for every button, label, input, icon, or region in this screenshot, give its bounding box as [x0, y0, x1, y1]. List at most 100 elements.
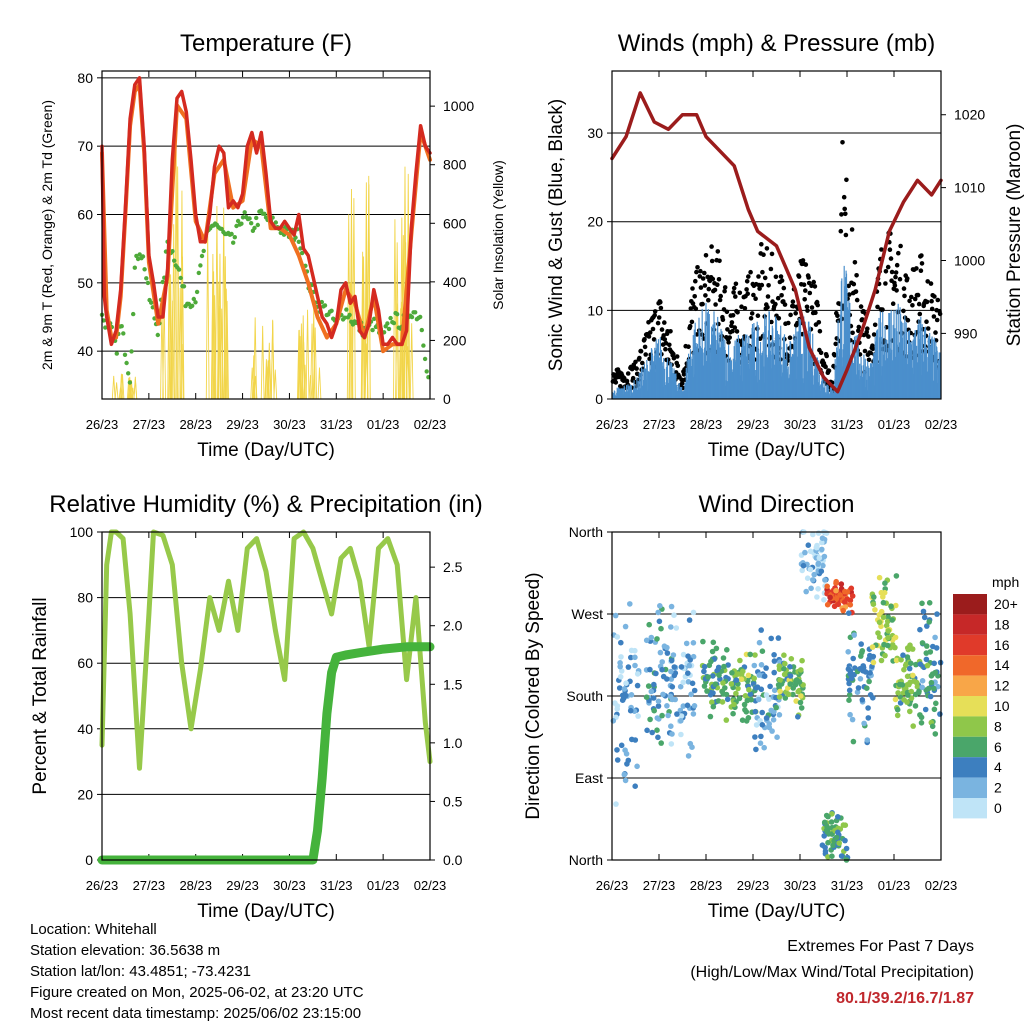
direction-point	[875, 630, 881, 636]
direction-point	[618, 654, 624, 660]
panel-title: Wind Direction	[698, 491, 854, 518]
gust-point	[647, 356, 652, 362]
gust-point	[883, 269, 889, 274]
gust-point	[652, 313, 657, 318]
direction-point	[690, 640, 697, 646]
direction-point	[846, 697, 852, 703]
direction-point	[838, 581, 845, 587]
gust-point	[720, 317, 726, 323]
gust-point	[928, 281, 934, 286]
x-axis-label: Time (Day/UTC)	[708, 440, 846, 461]
gust-point	[668, 329, 673, 334]
direction-point	[712, 681, 719, 687]
direction-point	[747, 651, 753, 658]
solar-spike	[298, 336, 302, 400]
panel-title: Winds (mph) & Pressure (mb)	[618, 30, 935, 57]
panel-title: Temperature (F)	[180, 30, 352, 57]
gust-point	[809, 283, 814, 289]
gust-point	[744, 287, 749, 292]
dewpoint-point	[129, 349, 134, 354]
direction-point	[618, 668, 625, 674]
direction-point	[785, 691, 792, 698]
direction-point	[931, 685, 937, 692]
gust-point	[765, 294, 771, 299]
direction-point	[922, 706, 929, 713]
gust-point	[862, 348, 868, 354]
direction-point	[672, 696, 678, 703]
dewpoint-point	[149, 300, 154, 305]
direction-point	[776, 694, 783, 700]
direction-point	[719, 699, 726, 705]
gust-point	[675, 363, 681, 369]
direction-point	[753, 746, 759, 753]
gust-point	[839, 212, 844, 217]
y2-tick-label: 2.5	[443, 559, 463, 575]
gust-point	[625, 371, 631, 376]
direction-point	[756, 639, 763, 646]
gust-point	[816, 320, 822, 325]
gust-point	[766, 283, 771, 288]
gust-point	[909, 294, 914, 300]
dewpoint-point	[194, 289, 200, 295]
direction-point	[908, 660, 914, 667]
direction-point	[933, 700, 939, 707]
direction-point	[720, 680, 726, 686]
gust-point	[662, 320, 667, 325]
gust-point	[917, 311, 923, 317]
dewpoint-point	[144, 276, 149, 281]
direction-point	[655, 609, 661, 616]
direction-point	[625, 757, 632, 764]
x-tick-label: 01/23	[878, 878, 911, 893]
direction-point	[685, 753, 692, 759]
gust-point	[910, 303, 915, 308]
direction-point	[621, 771, 628, 778]
direction-point	[848, 585, 855, 592]
gust-point	[835, 313, 840, 319]
dewpoint-point	[103, 325, 108, 330]
solar-spike	[260, 325, 265, 400]
direction-point	[876, 612, 883, 618]
y-tick-label: 70	[77, 138, 93, 154]
direction-point	[627, 707, 634, 714]
direction-point	[759, 648, 766, 654]
direction-point	[619, 692, 626, 699]
temp-2m-line	[100, 76, 432, 347]
gust-point	[671, 351, 676, 357]
gust-point	[698, 285, 704, 290]
x-tick-label: 27/23	[133, 417, 166, 432]
direction-point	[821, 553, 828, 560]
direction-point	[634, 671, 641, 677]
gust-point	[650, 326, 656, 332]
dewpoint-point	[322, 303, 328, 308]
gust-point	[775, 295, 781, 301]
panel-temperature: Temperature (F) Time (Day/UTC) 26/23 27/23 2…	[39, 30, 506, 461]
gust-point	[716, 321, 721, 327]
gust-point	[846, 283, 851, 289]
y2-axis-label: Solar Insolation (Yellow)	[490, 160, 506, 310]
direction-point	[664, 703, 670, 709]
gust-point	[694, 269, 699, 275]
x-tick-label: 27/23	[643, 878, 676, 893]
gust-point	[879, 247, 884, 252]
direction-point	[932, 669, 939, 676]
direction-point	[686, 617, 693, 623]
dewpoint-point	[198, 263, 203, 268]
direction-point	[787, 673, 794, 679]
y-axis-label: Sonic Wind & Gust (Blue, Black)	[546, 99, 567, 371]
dewpoint-point	[145, 280, 151, 286]
direction-point	[793, 698, 799, 704]
direction-point	[919, 640, 926, 646]
direction-point	[733, 690, 739, 697]
direction-point	[758, 686, 765, 693]
dewpoint-point	[119, 324, 124, 329]
direction-point	[656, 618, 663, 625]
gust-point	[893, 274, 898, 280]
panel-title: Relative Humidity (%) & Precipitation (i…	[49, 491, 482, 518]
direction-point	[861, 720, 867, 727]
direction-point	[777, 677, 783, 683]
direction-point	[898, 657, 904, 663]
direction-point	[680, 679, 686, 686]
direction-point	[618, 742, 625, 749]
direction-point	[773, 704, 779, 711]
solar-spike	[305, 309, 310, 400]
